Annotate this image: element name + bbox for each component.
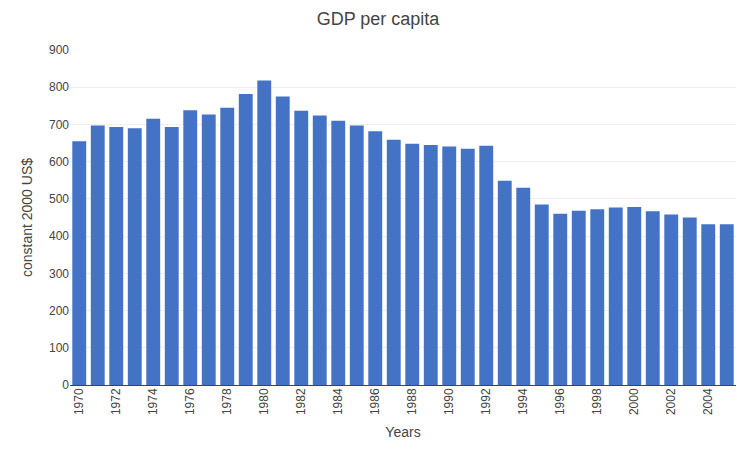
svg-text:1982: 1982: [294, 388, 308, 415]
svg-text:0: 0: [62, 378, 69, 392]
svg-text:constant 2000 US$: constant 2000 US$: [19, 158, 35, 277]
svg-text:400: 400: [49, 229, 69, 243]
svg-text:600: 600: [49, 155, 69, 169]
svg-text:900: 900: [49, 43, 69, 57]
svg-text:800: 800: [49, 80, 69, 94]
svg-text:1988: 1988: [405, 388, 419, 415]
svg-text:1972: 1972: [109, 388, 123, 415]
svg-text:1980: 1980: [257, 388, 271, 415]
svg-text:1974: 1974: [146, 388, 160, 415]
svg-text:2004: 2004: [701, 388, 715, 415]
svg-text:Years: Years: [385, 424, 420, 440]
svg-text:1990: 1990: [442, 388, 456, 415]
svg-text:1992: 1992: [479, 388, 493, 415]
svg-text:500: 500: [49, 192, 69, 206]
svg-text:1976: 1976: [183, 388, 197, 415]
svg-text:1994: 1994: [516, 388, 530, 415]
svg-text:1986: 1986: [368, 388, 382, 415]
svg-text:100: 100: [49, 341, 69, 355]
svg-text:1984: 1984: [331, 388, 345, 415]
svg-text:300: 300: [49, 267, 69, 281]
svg-text:1970: 1970: [72, 388, 86, 415]
svg-text:1998: 1998: [590, 388, 604, 415]
svg-text:200: 200: [49, 304, 69, 318]
svg-text:1978: 1978: [220, 388, 234, 415]
svg-text:2000: 2000: [627, 388, 641, 415]
svg-text:2002: 2002: [664, 388, 678, 415]
svg-text:GDP per capita: GDP per capita: [317, 9, 441, 29]
svg-text:1996: 1996: [553, 388, 567, 415]
svg-text:700: 700: [49, 118, 69, 132]
